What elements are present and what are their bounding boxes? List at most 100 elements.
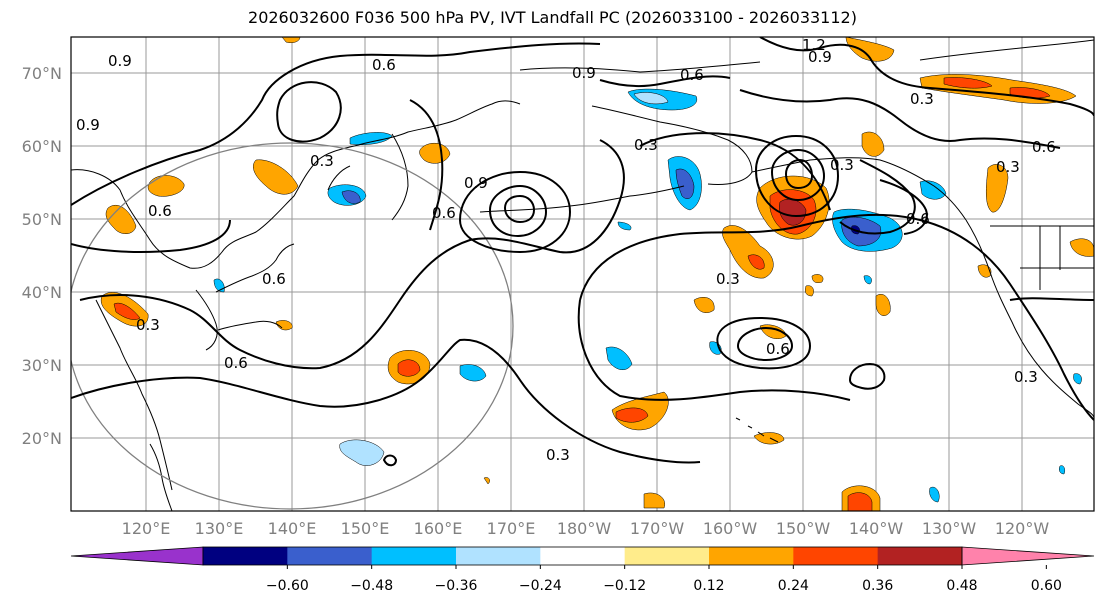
contour-label: 0.3 — [910, 90, 934, 108]
contour-line — [839, 159, 916, 235]
coastline-philippines — [149, 443, 173, 511]
radius-circle — [71, 142, 514, 510]
lon-label: 120°E — [122, 519, 171, 538]
pv-negative-blob — [675, 168, 695, 199]
colorbar-frame — [202, 546, 963, 566]
colorbar-tick-label: 0.36 — [862, 578, 893, 594]
contour-label: 0.6 — [680, 66, 704, 84]
pv-positive-blob — [615, 407, 649, 423]
map-title: 2026032600 F036 500 hPa PV, IVT Landfall… — [248, 8, 857, 27]
pv-positive-blob — [693, 297, 715, 313]
contour-line — [716, 316, 812, 370]
contour-line — [71, 42, 601, 206]
pv-negative-blob — [919, 180, 947, 200]
colorbar-swatch — [456, 547, 541, 565]
lat-label: 20°N — [22, 429, 62, 448]
contour-line — [577, 299, 851, 401]
coastline-china — [95, 299, 173, 491]
colorbar-swatch — [287, 547, 373, 565]
colorbar: −0.60 −0.48 −0.36 −0.24 −0.12 0.12 0.24 0.36 0.4… — [70, 546, 1095, 594]
lon-label: 130°E — [195, 519, 244, 538]
lon-label: 130°W — [922, 519, 977, 538]
contour-line — [770, 148, 826, 202]
contour-label: 0.6 — [148, 202, 172, 220]
pv-positive-blob — [847, 492, 873, 511]
contour-line — [599, 75, 731, 88]
colorbar-tick-label: 0.24 — [778, 578, 809, 594]
contour-line — [739, 89, 1061, 149]
contour-line — [879, 179, 928, 235]
contour-line — [848, 362, 886, 390]
contour-line — [79, 139, 625, 370]
colorbar-swatch — [371, 547, 457, 565]
contour-label: 0.3 — [830, 156, 854, 174]
coastline-arctic — [519, 39, 1094, 73]
colorbar-tick-label: 0.12 — [693, 578, 724, 594]
pv-negative-blob — [929, 486, 940, 503]
contour-label: 0.6 — [1032, 138, 1056, 156]
lon-label: 150°W — [776, 519, 831, 538]
pv-negative-blob — [1073, 373, 1082, 385]
pv-negative-blob — [863, 275, 872, 285]
pv-positive-blob — [147, 175, 185, 197]
contour-line — [276, 81, 342, 143]
contour-label: 0.3 — [546, 446, 570, 464]
colorbar-swatch — [203, 547, 288, 565]
contour-line — [784, 158, 814, 190]
contour-label: 0.9 — [572, 64, 596, 82]
colorbar-tick-label: 0.48 — [946, 578, 977, 594]
contour-line — [503, 194, 536, 224]
pv-negative-blob — [633, 92, 669, 105]
lon-label: 150°E — [341, 519, 390, 538]
lon-label: 140°W — [849, 519, 904, 538]
pv-fill-layer — [100, 37, 1094, 511]
contour-line — [71, 219, 231, 253]
contour-label: 0.6 — [432, 204, 456, 222]
lat-label: 50°N — [22, 210, 62, 229]
pv-positive-blob — [805, 285, 814, 297]
contour-label: 0.6 — [224, 354, 248, 372]
border-us-canada — [990, 225, 1094, 290]
lon-label: 160°E — [414, 519, 463, 538]
coastline-na-west — [965, 219, 1094, 419]
pv-negative-blob — [459, 364, 487, 382]
colorbar-tick-label: −0.24 — [519, 578, 562, 594]
contour-line — [382, 454, 398, 467]
colorbar-swatch — [877, 547, 963, 565]
pv-positive-blob — [875, 294, 891, 316]
contour-labels: 0.9 0.6 0.9 0.6 0.3 0.9 0.6 0.3 0.6 0.3 … — [76, 36, 1056, 464]
coastlines — [71, 39, 1094, 511]
lat-label: 30°N — [22, 356, 62, 375]
contour-line — [754, 134, 840, 218]
colorbar-tick-label: 0.60 — [1031, 578, 1062, 594]
latitude-labels: 70°N 60°N 50°N 40°N 30°N 20°N — [22, 64, 62, 448]
contour-label: 0.6 — [906, 210, 930, 228]
colorbar-swatch — [793, 547, 879, 565]
map-frame — [70, 36, 1095, 512]
lon-label: 170°E — [487, 519, 536, 538]
longitude-labels: 120°E 130°E 140°E 150°E 160°E 170°E 180°W 170°W… — [122, 519, 1050, 538]
pv-positive-blob — [113, 302, 141, 320]
contour-label: 0.3 — [310, 152, 334, 170]
pv-positive-blob — [275, 320, 293, 331]
contour-line — [409, 99, 444, 231]
contour-label: 0.3 — [996, 158, 1020, 176]
contour-label: 0.6 — [766, 340, 790, 358]
contour-label: 0.9 — [464, 174, 488, 192]
lon-label: 120°W — [995, 519, 1050, 538]
colorbar-swatch — [624, 547, 710, 565]
pv-negative-blob — [605, 346, 633, 371]
pv-positive-blob — [747, 254, 765, 270]
pv-positive-blob — [397, 359, 421, 377]
coastline-alaska — [591, 105, 967, 221]
contour-label: 0.9 — [808, 48, 832, 66]
pv-positive-blob — [943, 77, 993, 89]
contour-label: 0.3 — [1014, 368, 1038, 386]
lon-label: 140°E — [268, 519, 317, 538]
lon-label: 170°W — [630, 519, 685, 538]
coastline-asia — [71, 100, 521, 269]
colorbar-extend-high — [961, 546, 1095, 566]
pv-positive-blob — [253, 159, 299, 195]
coastline-hawaii — [735, 417, 779, 443]
